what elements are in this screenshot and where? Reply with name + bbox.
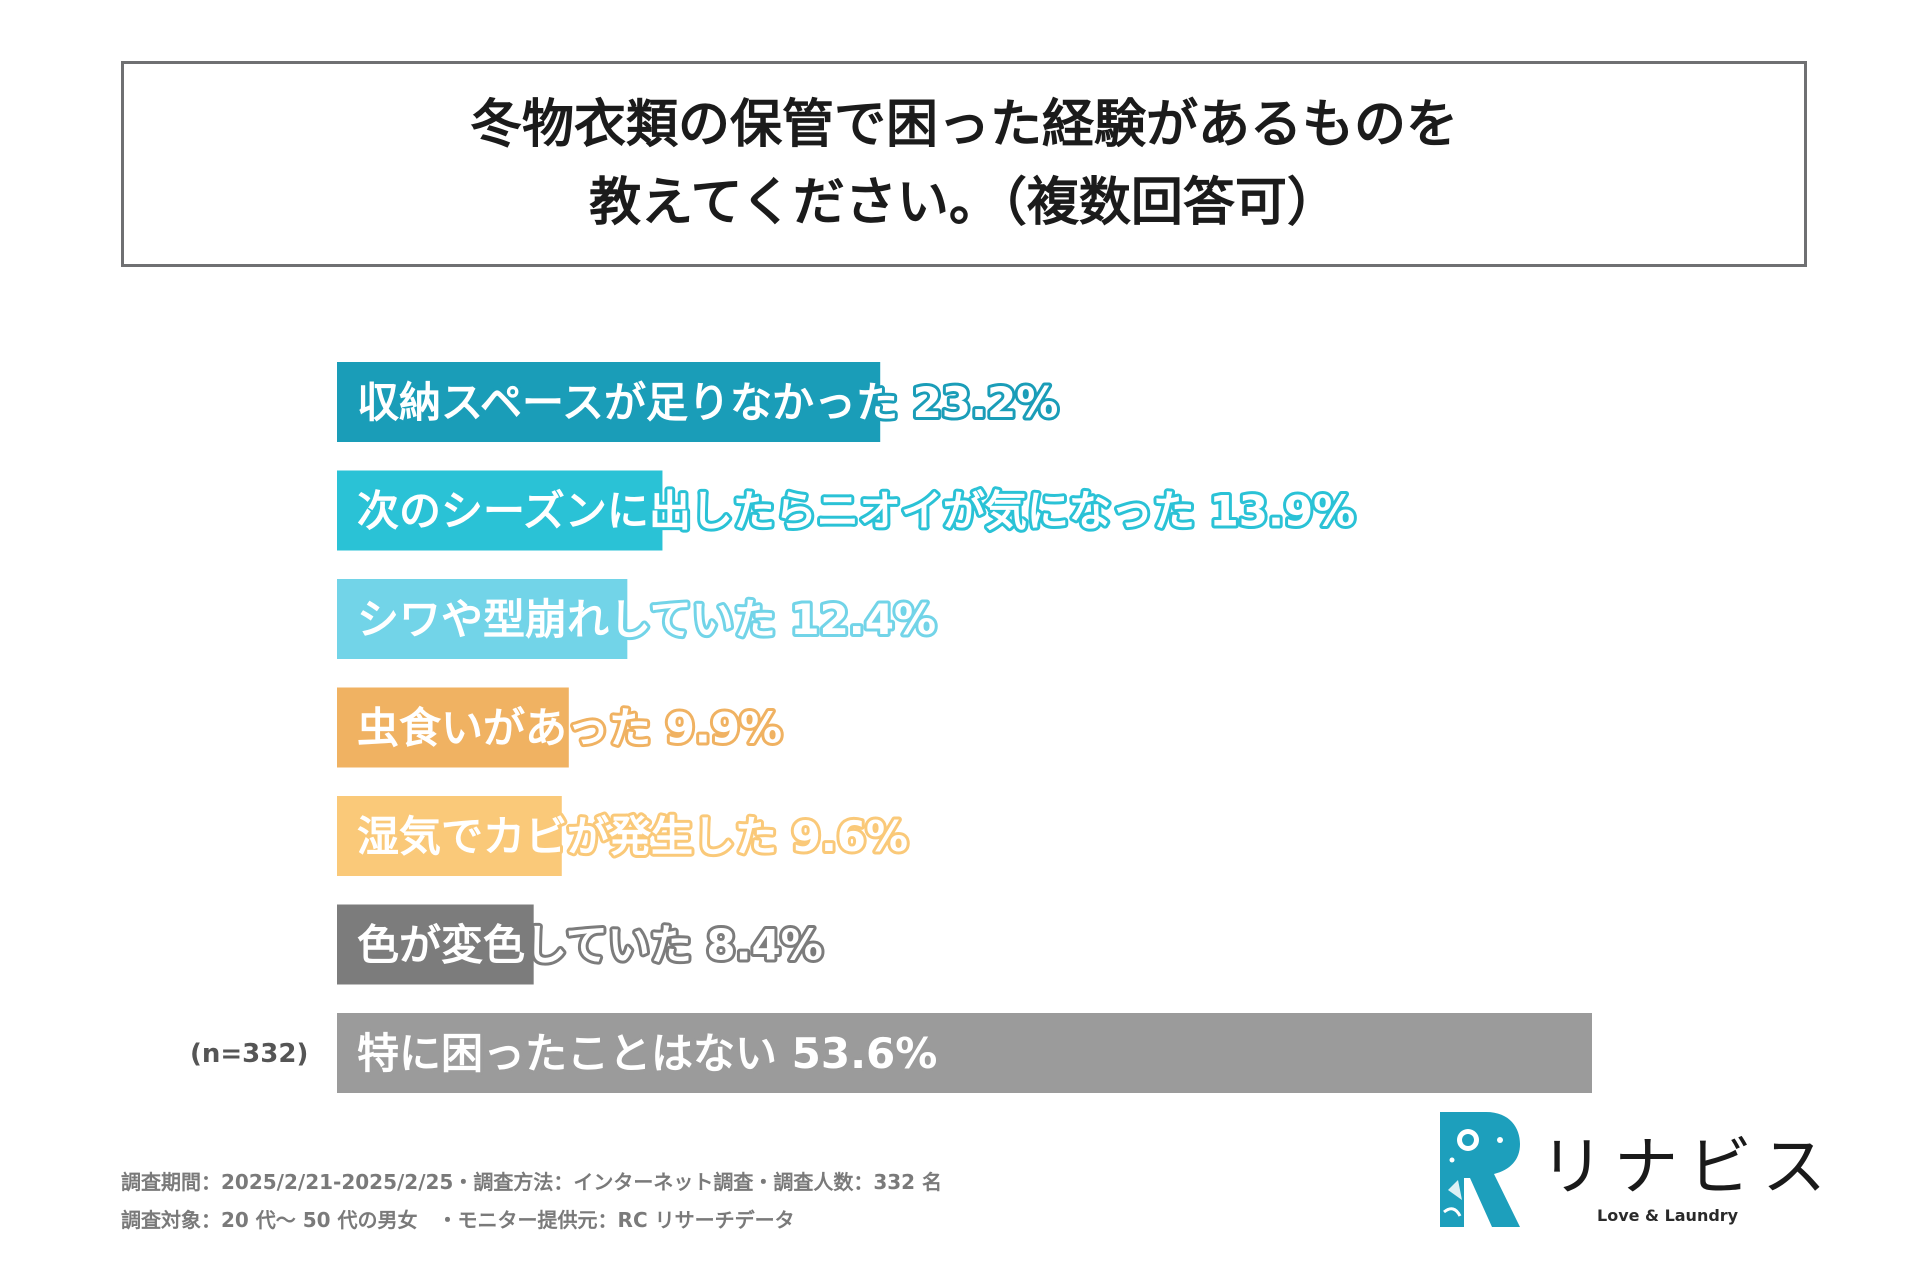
title-box: 冬物衣類の保管で困った経験があるものを 教えてください。（複数回答可） — [121, 61, 1807, 267]
bar-6 — [337, 1013, 1592, 1093]
bar-3 — [337, 687, 569, 768]
bar-4 — [337, 796, 562, 876]
bar-0 — [337, 362, 881, 442]
chart-title-line-1: 冬物衣類の保管で困った経験があるものを — [469, 95, 1458, 155]
sample-size-label: (n=332) — [190, 1039, 308, 1069]
bar-label-6: 特に困ったことはない 53.6% — [357, 1029, 937, 1078]
bar-label-1: 次のシーズンに出したらニオイが気になった 13.9% — [357, 487, 1355, 536]
bar-label-4: 湿気でカビが発生した 9.6% — [357, 812, 908, 861]
chart-title-line-2: 教えてください。（複数回答可） — [589, 173, 1339, 233]
brand-logo: リナビス Love & Laundry — [1440, 1112, 1826, 1227]
brand-tagline: Love & Laundry — [1597, 1206, 1739, 1225]
brand-name: リナビス — [1540, 1131, 1836, 1205]
bar-2 — [337, 579, 628, 659]
bar-1 — [337, 470, 663, 551]
bar-5 — [337, 904, 534, 985]
rinavis-r-logo-icon — [1440, 1112, 1520, 1227]
bar-label-0: 収納スペースが足りなかった 23.2% — [357, 378, 1058, 427]
survey-target-note: 調査対象：20 代～ 50 代の男女 ・モニター提供元：RC リサーチデータ — [121, 1208, 795, 1232]
survey-period-note: 調査期間：2025/2/21-2025/2/25・調査方法：インターネット調査・… — [121, 1170, 943, 1194]
bar-label-2: シワや型崩れしていた 12.4% — [357, 595, 936, 644]
bar-chart: 収納スペースが足りなかった 23.2% 次のシーズンに出したらニオイが気になった … — [190, 362, 1592, 1093]
bar-label-3: 虫食いがあった 9.9% — [357, 704, 782, 753]
bar-label-5: 色が変色していた 8.4% — [357, 921, 823, 970]
